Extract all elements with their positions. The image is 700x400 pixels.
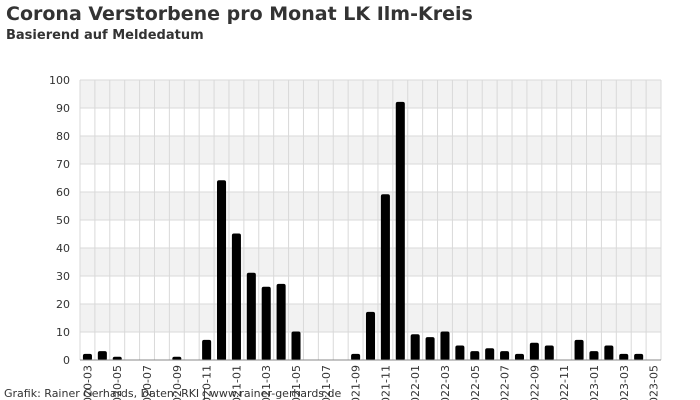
x-tick-label: 2021-11 [379,365,392,400]
x-tick-label: 2022-07 [499,365,512,400]
bar [246,272,256,361]
grid-band [80,136,661,164]
x-tick-label: 2023-01 [588,365,601,400]
x-tick-label: 2021-09 [350,365,363,400]
bar [217,180,227,361]
x-tick-label: 2020-07 [141,365,154,400]
y-tick-label: 100 [49,74,70,87]
bar [500,351,510,361]
y-tick-label: 40 [56,242,70,255]
y-tick-label: 10 [56,326,70,339]
bar [291,331,301,361]
y-tick-label: 30 [56,270,70,283]
bar [97,351,107,361]
bar [634,353,644,361]
bar [365,311,376,361]
bar [231,233,241,361]
plot-area: 0 10 20 30 40 50 60 70 80 90 100 2020-03 2020-05 2020… [49,74,662,400]
footer: Grafik: Rainer Gerhards, Daten: RKI | ww… [4,387,342,400]
grid-band [80,80,661,108]
y-tick-label: 60 [56,186,70,199]
bar [82,353,92,361]
bar [604,345,614,361]
x-tick-label: 2020-03 [81,365,94,400]
bar [544,345,554,361]
bar [276,283,286,361]
bar [619,353,629,361]
x-tick-label: 2022-01 [409,365,422,400]
x-tick-label: 2022-09 [528,365,541,400]
bar [529,342,539,361]
grid-band [80,192,661,220]
x-tick-label: 2023-03 [618,365,631,400]
bar [202,339,212,361]
x-tick-label: 2023-05 [648,365,661,400]
bar [351,353,361,361]
grid-band [80,248,661,276]
x-tick-label: 2022-11 [558,365,571,400]
bar [470,351,480,361]
bar [261,286,271,361]
y-tick-label: 80 [56,130,70,143]
x-tick-label: 2022-05 [469,365,482,400]
bar [380,194,390,361]
bar [589,351,599,361]
y-tick-label: 70 [56,158,70,171]
y-tick-label: 20 [56,298,70,311]
x-tick-label: 2020-11 [201,365,214,400]
x-tick-label: 2021-05 [290,365,303,400]
x-tick-label: 2021-07 [320,365,333,400]
bar [514,353,524,361]
bar [574,339,584,361]
x-tick-label: 2020-05 [111,365,124,400]
y-tick-label: 90 [56,102,70,115]
x-tick-label: 2021-03 [260,365,273,400]
bar [485,348,495,361]
bar [410,334,420,361]
y-tick-label: 0 [63,354,70,367]
bar [395,101,405,361]
x-tick-label: 2020-09 [171,365,184,400]
bar [425,337,435,361]
y-tick-label: 50 [56,214,70,227]
bar [455,345,465,361]
x-tick-label: 2022-03 [439,365,452,400]
bar [440,331,450,361]
chart-title: Corona Verstorbene pro Monat LK Ilm-Krei… [6,3,473,25]
chart-subtitle: Basierend auf Meldedatum [6,28,204,43]
x-tick-label: 2021-01 [230,365,243,400]
